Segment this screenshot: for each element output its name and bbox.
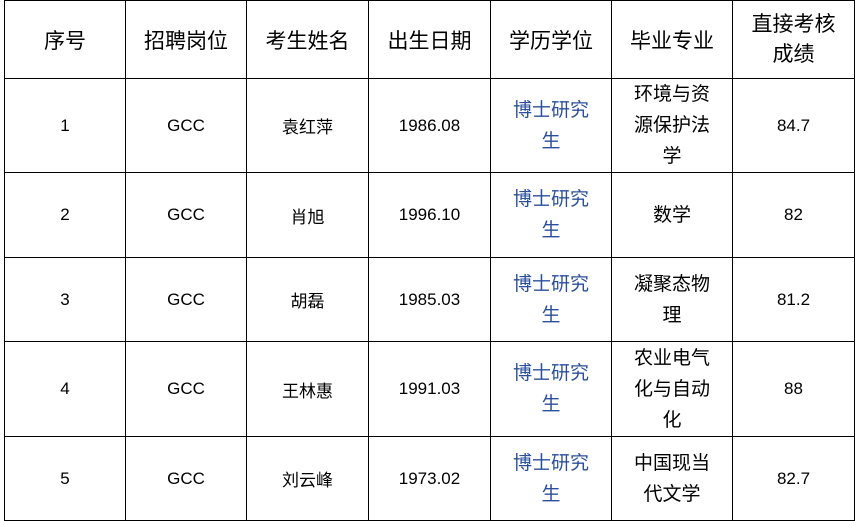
cell-major: 数学 — [611, 172, 733, 258]
cell-no: 2 — [4, 172, 126, 258]
cell-name: 胡磊 — [246, 257, 369, 342]
degree-text: 博士研究生 — [512, 189, 589, 241]
table-row: 1 GCC 袁红萍 1986.08 博士研究生 环境与资源保护法学 84.7 — [4, 78, 855, 173]
header-birth: 出生日期 — [368, 0, 491, 79]
major-text: 环境与资源保护法学 — [633, 84, 710, 167]
cell-position: GCC — [125, 78, 247, 173]
cell-position: GCC — [125, 257, 247, 342]
cell-no: 5 — [4, 436, 126, 521]
cell-score: 82.7 — [732, 436, 855, 521]
cell-score: 82 — [732, 172, 855, 258]
major-text: 中国现当代文学 — [633, 452, 710, 505]
major-text: 农业电气化与自动化 — [633, 347, 710, 431]
degree-text: 博士研究生 — [512, 363, 589, 415]
table-row: 3 GCC 胡磊 1985.03 博士研究生 凝聚态物理 81.2 — [4, 257, 855, 342]
cell-score: 84.7 — [732, 78, 855, 173]
major-text: 凝聚态物理 — [633, 273, 710, 326]
cell-birth: 1991.03 — [368, 341, 491, 437]
table-row: 4 GCC 王林惠 1991.03 博士研究生 农业电气化与自动化 88 — [4, 341, 855, 437]
cell-name: 刘云峰 — [246, 436, 369, 521]
cell-birth: 1985.03 — [368, 257, 491, 342]
cell-major: 环境与资源保护法学 — [611, 78, 733, 173]
results-table: 序号 招聘岗位 考生姓名 出生日期 学历学位 毕业专业 直接考核成绩 1 GCC… — [4, 0, 855, 521]
cell-score: 81.2 — [732, 257, 855, 342]
header-position: 招聘岗位 — [125, 0, 247, 79]
degree-text: 博士研究生 — [512, 273, 589, 326]
cell-name: 王林惠 — [246, 341, 369, 437]
cell-birth: 1986.08 — [368, 78, 491, 173]
cell-no: 3 — [4, 257, 126, 342]
cell-major: 农业电气化与自动化 — [611, 341, 733, 437]
header-row: 序号 招聘岗位 考生姓名 出生日期 学历学位 毕业专业 直接考核成绩 — [4, 0, 855, 79]
table-row: 5 GCC 刘云峰 1973.02 博士研究生 中国现当代文学 82.7 — [4, 436, 855, 521]
table-row: 2 GCC 肖旭 1996.10 博士研究生 数学 82 — [4, 172, 855, 258]
cell-score: 88 — [732, 341, 855, 437]
cell-birth: 1996.10 — [368, 172, 491, 258]
cell-position: GCC — [125, 341, 247, 437]
header-score-label: 直接考核成绩 — [751, 12, 836, 66]
header-major: 毕业专业 — [611, 0, 733, 79]
cell-no: 4 — [4, 341, 126, 437]
cell-degree: 博士研究生 — [490, 78, 612, 173]
header-no: 序号 — [4, 0, 126, 79]
cell-degree: 博士研究生 — [490, 341, 612, 437]
cell-major: 中国现当代文学 — [611, 436, 733, 521]
header-degree: 学历学位 — [490, 0, 612, 79]
degree-text: 博士研究生 — [512, 452, 589, 505]
degree-text: 博士研究生 — [512, 99, 589, 152]
cell-birth: 1973.02 — [368, 436, 491, 521]
header-name: 考生姓名 — [246, 0, 369, 79]
cell-name: 肖旭 — [246, 172, 369, 258]
cell-degree: 博士研究生 — [490, 436, 612, 521]
header-score: 直接考核成绩 — [732, 0, 855, 79]
cell-no: 1 — [4, 78, 126, 173]
cell-position: GCC — [125, 436, 247, 521]
cell-degree: 博士研究生 — [490, 172, 612, 258]
cell-major: 凝聚态物理 — [611, 257, 733, 342]
cell-position: GCC — [125, 172, 247, 258]
major-text: 数学 — [652, 204, 691, 226]
cell-name: 袁红萍 — [246, 78, 369, 173]
cell-degree: 博士研究生 — [490, 257, 612, 342]
